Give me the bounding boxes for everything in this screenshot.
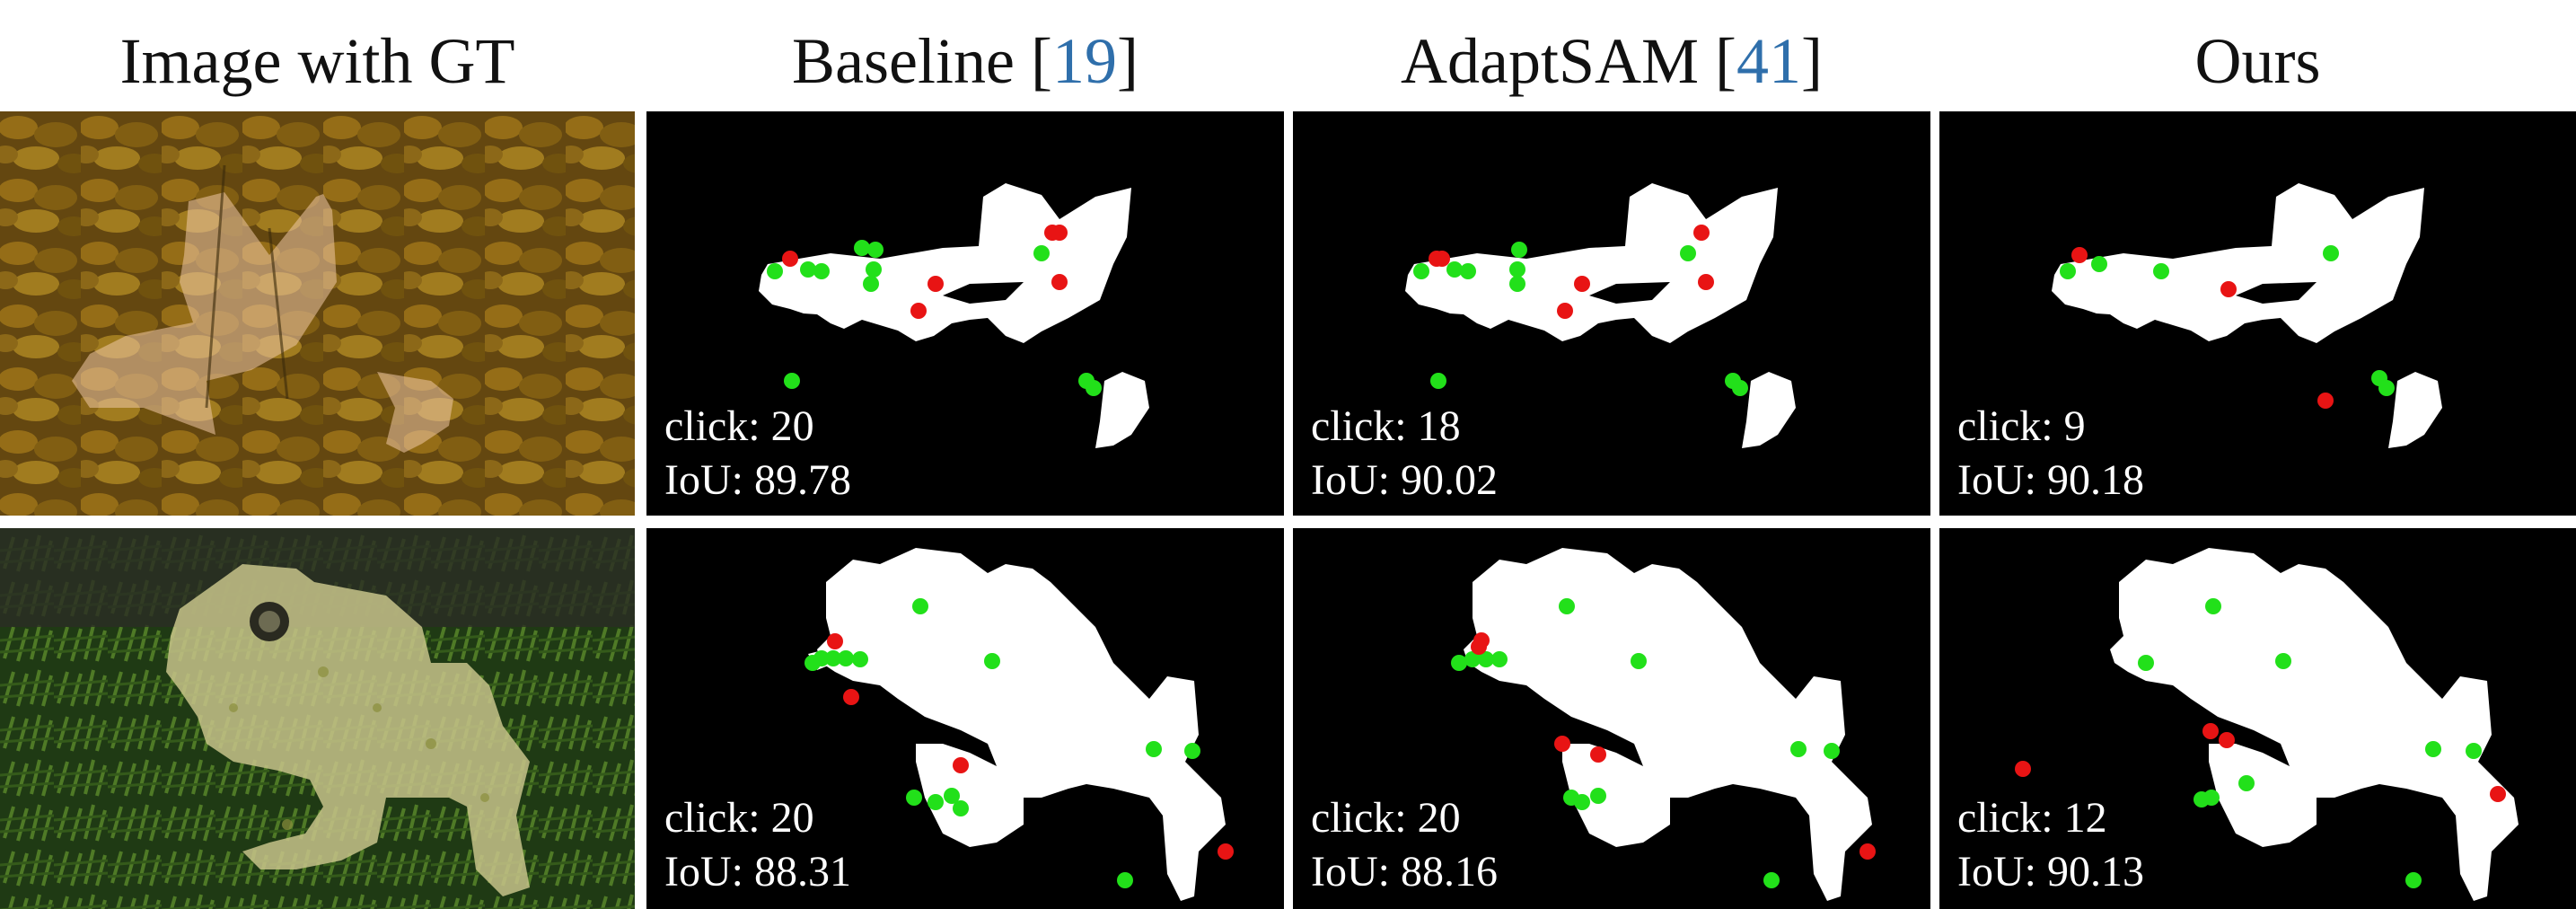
adaptsam-frog-mask: click: 20 IoU: 88.16 (1293, 528, 1930, 909)
gt-overlay-fox (72, 192, 453, 453)
ours-fox-mask: click: 9 IoU: 90.18 (1939, 111, 2576, 516)
predicted-mask (1464, 548, 1872, 901)
positive-clicks (804, 598, 1200, 888)
positive-clicks (2138, 598, 2482, 888)
column-title: Ours (2194, 25, 2321, 97)
click-count: click: 20 (664, 794, 814, 842)
negative-clicks (1471, 632, 1876, 860)
negative-clicks (1429, 225, 1714, 319)
predicted-mask (759, 183, 1131, 343)
iou-score: IoU: 88.16 (1311, 848, 1498, 896)
predicted-mask (1405, 183, 1778, 343)
iou-score: IoU: 90.13 (1957, 848, 2144, 896)
citation-link[interactable]: 41 (1736, 25, 1801, 97)
column-header-adaptsam: AdaptSAM [41] (1293, 16, 1930, 106)
column-title: Image with GT (119, 25, 515, 97)
click-count: click: 20 (1311, 794, 1461, 842)
baseline-fox-mask: click: 20 IoU: 89.78 (646, 111, 1284, 516)
positive-clicks (2060, 245, 2395, 396)
fox-image-with-gt (0, 111, 635, 516)
iou-score: IoU: 90.18 (1957, 456, 2144, 504)
column-header-ours: Ours (1939, 16, 2576, 106)
column-title: Baseline [ (792, 25, 1052, 97)
frog-image-with-gt (0, 528, 635, 909)
iou-score: IoU: 88.31 (664, 848, 851, 896)
iou-score: IoU: 90.02 (1311, 456, 1498, 504)
predicted-mask (817, 548, 1226, 901)
bracket: ] (1116, 25, 1139, 97)
predicted-mask (2110, 548, 2519, 901)
click-count: click: 20 (664, 402, 814, 450)
click-count: click: 12 (1957, 794, 2107, 842)
negative-clicks (2015, 723, 2506, 802)
positive-clicks (1413, 242, 1748, 396)
ours-frog-mask: click: 12 IoU: 90.13 (1939, 528, 2576, 909)
click-count: click: 18 (1311, 402, 1461, 450)
negative-clicks (2071, 247, 2334, 409)
positive-clicks (767, 240, 1102, 396)
negative-clicks (827, 633, 1234, 860)
column-header-baseline: Baseline [19] (646, 16, 1284, 106)
column-title: AdaptSAM [ (1401, 25, 1736, 97)
citation-link[interactable]: 19 (1051, 25, 1117, 97)
baseline-frog-mask: click: 20 IoU: 88.31 (646, 528, 1284, 909)
positive-clicks (1451, 598, 1840, 888)
adaptsam-fox-mask: click: 18 IoU: 90.02 (1293, 111, 1930, 516)
negative-clicks (782, 225, 1068, 319)
iou-score: IoU: 89.78 (664, 456, 851, 504)
gt-overlay-frog (166, 564, 530, 896)
bracket: ] (1801, 25, 1823, 97)
column-header-image-with-gt: Image with GT (0, 16, 635, 106)
predicted-mask (2052, 183, 2424, 343)
click-count: click: 9 (1957, 402, 2086, 450)
